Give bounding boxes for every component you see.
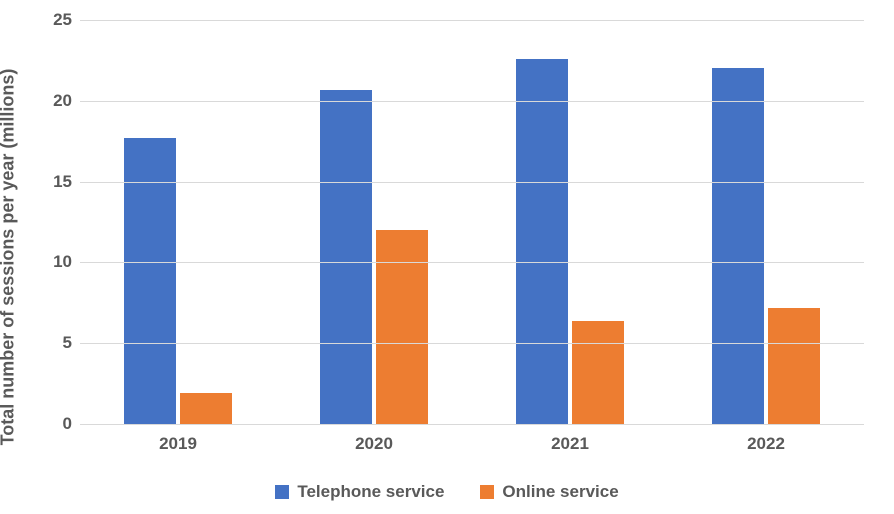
y-axis-label: Total number of sessions per year (milli… [0,69,19,446]
x-tick-label: 2019 [159,434,197,454]
bar [376,230,428,424]
legend: Telephone service Online service [0,482,894,502]
gridline [80,20,864,21]
bar [180,393,232,424]
bar [516,59,568,424]
bars-layer [80,20,864,424]
y-tick-label: 15 [53,172,72,192]
sessions-bar-chart: Total number of sessions per year (milli… [0,0,894,514]
gridline [80,343,864,344]
bar [768,308,820,424]
y-tick-label: 10 [53,252,72,272]
bar [712,68,764,424]
gridline [80,424,864,425]
x-tick-label: 2020 [355,434,393,454]
bar [320,90,372,425]
y-tick-label: 25 [53,10,72,30]
y-tick-label: 0 [63,414,72,434]
x-tick-label: 2022 [747,434,785,454]
y-tick-label: 5 [63,333,72,353]
bar [572,321,624,424]
gridline [80,182,864,183]
legend-item-online: Online service [480,482,618,502]
legend-swatch-telephone [275,485,289,499]
gridline [80,101,864,102]
plot-area: 05101520252019202020212022 [80,20,864,424]
legend-swatch-online [480,485,494,499]
x-tick-label: 2021 [551,434,589,454]
y-tick-label: 20 [53,91,72,111]
legend-label-telephone: Telephone service [297,482,444,502]
legend-item-telephone: Telephone service [275,482,444,502]
legend-label-online: Online service [502,482,618,502]
gridline [80,262,864,263]
